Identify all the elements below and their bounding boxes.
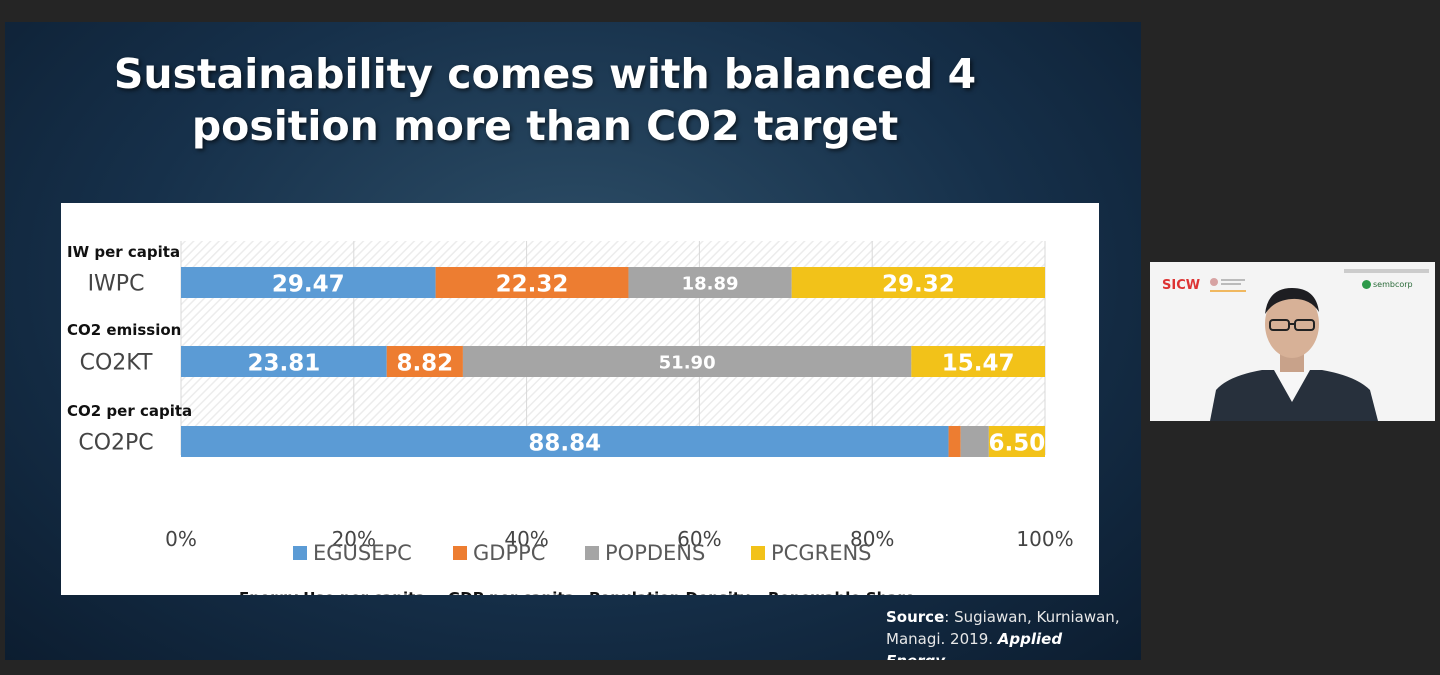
bar-segment [628,267,792,298]
row-sublabel: CO2 per capita [67,402,192,420]
legend-swatch [585,546,599,560]
source-journal: Applied Energy [886,630,1063,660]
source-text: : Sugiawan, Kurniawan, Managi. 2019. [886,608,1120,648]
row-label: CO2KT [80,351,153,376]
data-label: 6.50 [989,431,1046,457]
bar-segment [948,426,961,457]
bar-segment [960,426,989,457]
legend-swatch [293,546,307,560]
legend-label: POPDENS [605,541,705,565]
esi-logo-icon [1210,278,1246,292]
legend-label: PCGRENS [771,541,872,565]
source-citation: Source: Sugiawan, Kurniawan, Managi. 201… [886,606,1126,660]
chart-panel: IW per capita IWPC CO2 emission CO2KT CO2 pe… [61,203,1099,595]
bar-segment [435,267,629,298]
legend-swatch [751,546,765,560]
legend-description: GDP per capita [448,589,575,595]
data-label: 29.47 [272,272,345,298]
x-tick-label: 80% [850,527,894,551]
data-label: 22.32 [496,272,569,298]
bar-segment [988,426,1045,457]
sembcorp-logo-text: sembcorp [1373,280,1413,289]
presenter-video [1210,288,1378,421]
source-label: Source [886,608,945,626]
legend-label: EGUSEPC [313,541,412,565]
bar-segment [791,267,1045,298]
presentation-slide: Sustainability comes with balanced 4 pos… [5,22,1141,660]
x-tick-label: 20% [332,527,376,551]
slide-title-line-2: position more than CO2 target [191,102,899,150]
presenter-hair [1265,288,1319,314]
bar-segment [181,346,387,377]
legend-description: Energy Use per capita [239,589,425,595]
legend-description: Population Density [589,589,750,595]
legend-description: Renewable Share [768,589,915,595]
data-label: 51.90 [659,353,716,374]
bar-segment [181,426,949,457]
webcam-caption-bar [1344,269,1429,273]
data-label: 15.47 [942,351,1015,377]
data-label: 18.89 [682,274,739,295]
row-label: IWPC [88,272,145,297]
data-label: 8.82 [396,351,453,377]
legend-swatch [453,546,467,560]
bar-segment [181,267,436,298]
stacked-bar-chart: IW per capita IWPC CO2 emission CO2KT CO2 pe… [67,241,1074,595]
legend-label: GDPPC [473,541,545,565]
bar-segment [911,346,1045,377]
row-sublabel: IW per capita [67,243,180,261]
webcam-panel[interactable]: SICW sembcorp [1150,262,1435,421]
presenter-shirt [1274,370,1310,402]
x-tick-label: 100% [1016,527,1073,551]
slide-title-line-1: Sustainability comes with balanced 4 [113,50,977,98]
sicw-logo-text: SICW [1162,278,1201,293]
sembcorp-leaf-icon [1362,280,1371,289]
slide-title: Sustainability comes with balanced 4 pos… [45,48,1045,152]
x-tick-label: 40% [504,527,548,551]
sicw-logo: SICW [1162,278,1200,293]
data-label: 88.84 [528,431,601,457]
row-label: CO2PC [78,431,153,456]
sembcorp-logo: sembcorp [1362,280,1413,289]
data-label: 29.32 [882,272,955,298]
bar-segment [386,346,463,377]
x-tick-label: 0% [165,527,197,551]
row-sublabel: CO2 emission [67,321,181,339]
data-label: 23.81 [247,351,320,377]
x-tick-label: 60% [677,527,721,551]
bar-segment [462,346,912,377]
